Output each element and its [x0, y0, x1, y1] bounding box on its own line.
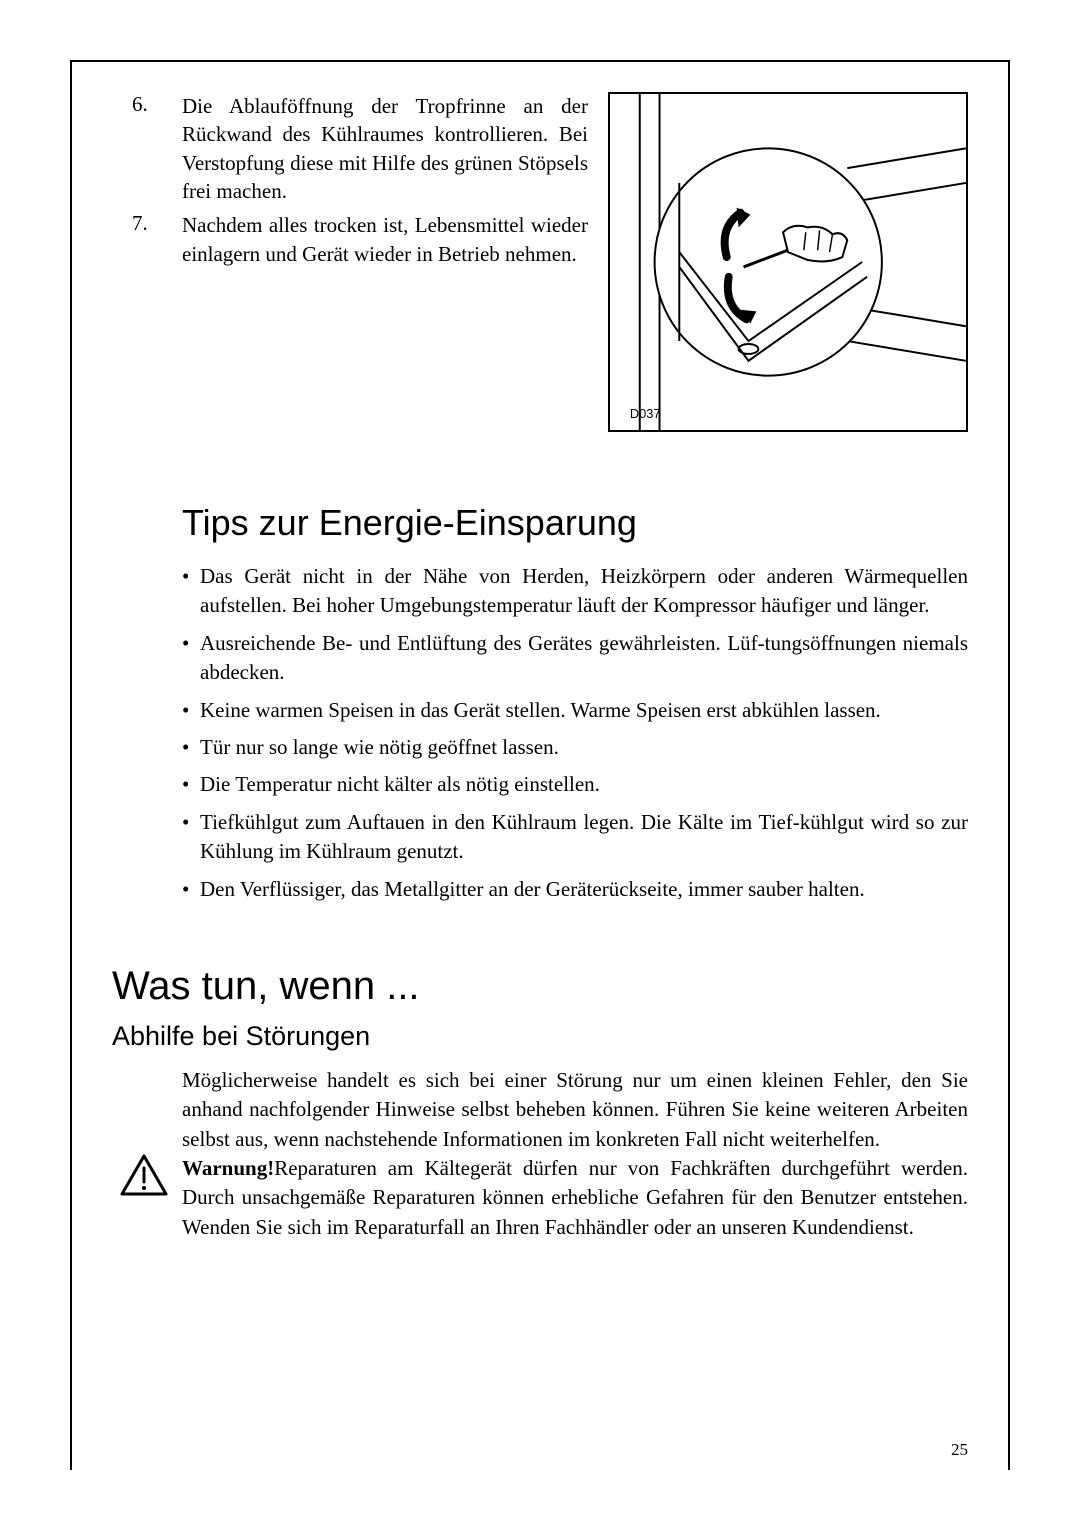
warning-label: Warnung! [182, 1156, 274, 1180]
list-item-6: 6. Die Ablauföffnung der Tropfrinne an d… [112, 92, 588, 205]
bullet-item: •Das Gerät nicht in der Nähe von Herden,… [182, 562, 968, 621]
troubleshoot-heading: Was tun, wenn ... [112, 964, 968, 1009]
item-number: 7. [112, 211, 182, 268]
bullet-item: •Tiefkühlgut zum Auftauen in den Kühlrau… [182, 808, 968, 867]
bullet-item: •Tür nur so lange wie nötig geöffnet las… [182, 733, 968, 762]
bullet-item: •Ausreichende Be- und Entlüftung des Ger… [182, 629, 968, 688]
troubleshoot-text: Möglicherweise handelt es sich bei einer… [182, 1066, 968, 1242]
para-intro: Möglicherweise handelt es sich bei einer… [182, 1068, 968, 1151]
diagram-label: D037 [630, 406, 661, 421]
energy-tips-heading: Tips zur Energie-Einsparung [182, 502, 968, 544]
item-number: 6. [112, 92, 182, 205]
list-item-7: 7. Nachdem alles trocken ist, Lebensmitt… [112, 211, 588, 268]
numbered-list: 6. Die Ablauföffnung der Tropfrinne an d… [112, 92, 588, 432]
para-warning: Reparaturen am Kältegerät dürfen nur von… [182, 1156, 968, 1239]
troubleshoot-subheading: Abhilfe bei Störungen [112, 1021, 968, 1052]
bullet-item: •Die Temperatur nicht kälter als nötig e… [182, 770, 968, 799]
page-number: 25 [951, 1440, 968, 1460]
item-text: Die Ablauföffnung der Tropfrinne an der … [182, 92, 588, 205]
bullet-item: •Keine warmen Speisen in das Gerät stell… [182, 696, 968, 725]
energy-tips-list: •Das Gerät nicht in der Nähe von Herden,… [182, 562, 968, 904]
drain-diagram: D037 [608, 92, 968, 432]
top-section: 6. Die Ablauföffnung der Tropfrinne an d… [112, 92, 968, 432]
diagram-svg: D037 [610, 94, 966, 430]
manual-page: 6. Die Ablauföffnung der Tropfrinne an d… [70, 60, 1010, 1470]
item-text: Nachdem alles trocken ist, Lebensmittel … [182, 211, 588, 268]
warning-icon [120, 1154, 168, 1196]
bullet-item: •Den Verflüssiger, das Metallgitter an d… [182, 875, 968, 904]
